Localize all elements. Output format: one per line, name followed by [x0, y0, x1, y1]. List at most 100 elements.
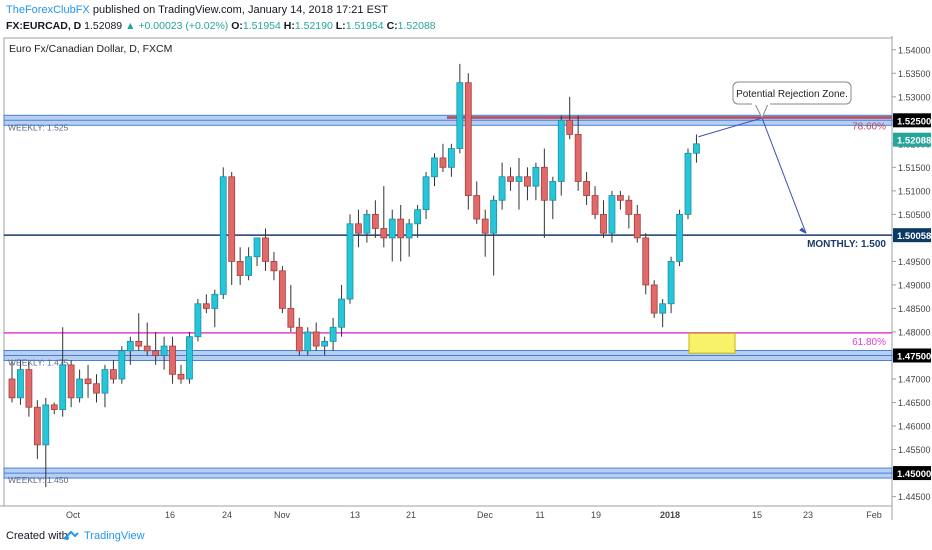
price-tag	[893, 348, 931, 363]
zone-label: WEEKLY: 1.475	[8, 357, 69, 367]
y-tick-label: 1.48500	[898, 304, 931, 314]
bullish-candle	[17, 369, 24, 399]
bearish-candle	[8, 378, 16, 399]
ohlc-line: FX:EURCAD, D 1.52089 ▲ +0.00023 (+0.02%)…	[6, 20, 436, 32]
bullish-candle	[515, 176, 523, 182]
y-tick-label: 1.48000	[898, 327, 931, 337]
annotation-text: Potential Rejection Zone.	[736, 89, 848, 100]
x-tick-label: 23	[803, 510, 813, 520]
price-tag-label: 1.52088	[897, 136, 931, 147]
bearish-candle	[600, 213, 607, 234]
x-tick-label: Feb	[866, 510, 882, 520]
bullish-candle	[422, 176, 430, 211]
y-tick-label: 1.50500	[898, 210, 931, 220]
bullish-candle	[59, 364, 67, 410]
x-tick-label: 19	[591, 510, 601, 520]
bearish-candle	[228, 176, 236, 262]
author-link[interactable]: TheForexClubFX	[6, 4, 90, 16]
chart-title: Euro Fx/Canadian Dollar, D, FXCM	[9, 43, 172, 55]
bullish-candle	[490, 199, 498, 234]
bullish-candle	[160, 345, 168, 356]
bearish-candle	[270, 261, 278, 272]
callout-pointer	[754, 103, 769, 120]
bearish-candle	[540, 166, 548, 201]
x-tick-label: 15	[752, 510, 762, 520]
bearish-candle	[371, 213, 379, 229]
change-value: +0.00023 (+0.02%)	[138, 20, 229, 32]
bullish-candle	[608, 195, 616, 234]
y-tick-label: 1.53000	[898, 92, 931, 102]
y-tick-label: 1.46500	[898, 398, 931, 408]
high-value: 1.52190	[294, 20, 333, 32]
bullish-candle	[676, 213, 683, 262]
bearish-candle	[439, 157, 447, 168]
low-label: L:	[335, 20, 346, 32]
last-price: 1.52089	[84, 20, 123, 32]
bullish-candle	[126, 340, 134, 352]
fib-786-label: 78.60%	[852, 121, 886, 132]
x-tick-label: Dec	[477, 510, 494, 520]
x-tick-label: Nov	[274, 510, 291, 520]
arrow-head-icon	[799, 227, 807, 234]
bullish-candle	[414, 209, 422, 225]
price-tag	[893, 228, 931, 243]
bearish-candle	[177, 373, 185, 380]
price-chart[interactable]: 1.44500 1.45000 1.45500 1.46000 1.46500 1.470…	[0, 36, 932, 520]
price-tag	[893, 113, 931, 128]
bullish-candle	[388, 218, 396, 239]
published-text: published on TradingView.com, January 14…	[92, 4, 388, 16]
bearish-candle	[524, 176, 531, 187]
y-tick-label: 1.47000	[898, 375, 931, 385]
bullish-candle	[498, 176, 506, 201]
created-with-text: Created with	[6, 530, 68, 542]
bearish-candle	[380, 228, 388, 239]
y-tick-label: 1.51500	[898, 163, 931, 173]
bearish-candle	[33, 406, 41, 446]
open-value: 1.51954	[242, 20, 281, 32]
x-tick-label: 24	[222, 510, 232, 520]
low-value: 1.51954	[345, 20, 384, 32]
bearish-candle	[591, 195, 599, 215]
bearish-candle	[481, 218, 489, 234]
bearish-candle	[110, 369, 117, 380]
high-label: H:	[283, 20, 295, 32]
bearish-candle	[152, 350, 160, 356]
bearish-candle	[25, 369, 33, 408]
bullish-candle	[338, 298, 345, 328]
price-tag	[893, 132, 931, 147]
bullish-candle	[431, 157, 438, 178]
monthly-level-label: MONTHLY: 1.500	[807, 239, 886, 250]
price-tag-label: 1.52500	[897, 116, 931, 127]
bullish-candle	[245, 256, 253, 276]
y-tick-label: 1.54000	[898, 45, 931, 55]
bearish-candle	[202, 303, 210, 309]
bullish-candle	[219, 176, 227, 295]
bearish-candle	[397, 218, 405, 239]
bearish-candle	[169, 345, 176, 375]
bullish-candle	[532, 166, 540, 187]
y-tick-label: 1.46000	[898, 422, 931, 432]
bullish-candle	[549, 181, 557, 201]
bearish-candle	[507, 176, 514, 182]
zone-label: WEEKLY: 1.450	[8, 475, 69, 485]
bearish-candle	[135, 340, 143, 347]
price-tag-label: 1.47500	[897, 351, 931, 362]
bullish-candle	[405, 223, 413, 239]
close-value: 1.52088	[397, 20, 436, 32]
bullish-candle	[118, 350, 126, 380]
chart-area[interactable]: 1.44500 1.45000 1.45500 1.46000 1.46500 1.470…	[0, 36, 932, 520]
y-tick-label: 1.45500	[898, 445, 931, 455]
bearish-candle	[355, 223, 362, 234]
bearish-candle	[67, 364, 75, 399]
bearish-candle	[262, 237, 269, 262]
fib-618-label: 61.80%	[852, 337, 886, 348]
bullish-candle	[186, 336, 193, 380]
zone-label: WEEKLY: 1.525	[8, 122, 69, 132]
bearish-candle	[642, 237, 650, 286]
bearish-candle	[287, 308, 295, 328]
bullish-candle	[321, 340, 329, 347]
projection-arrow-up	[698, 117, 763, 138]
footer: Created with TradingView	[0, 520, 932, 550]
tradingview-brand[interactable]: TradingView	[84, 530, 145, 542]
bullish-candle	[101, 369, 109, 394]
